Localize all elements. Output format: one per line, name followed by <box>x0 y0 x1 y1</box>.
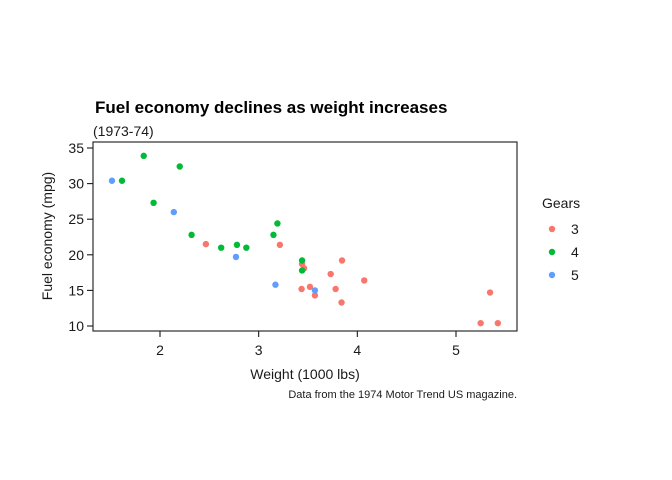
data-point-gear-4 <box>150 199 157 207</box>
data-point-gear-4 <box>140 152 147 160</box>
y-tick-label: 10 <box>68 318 84 334</box>
data-point-gear-5 <box>272 281 279 288</box>
y-tick-label: 35 <box>68 140 84 156</box>
y-tick-label: 30 <box>68 176 84 192</box>
data-point-gear-4 <box>217 244 225 251</box>
data-point-gear-4 <box>176 163 183 170</box>
y-tick-label: 25 <box>68 211 84 227</box>
data-point-gear-5 <box>232 253 240 261</box>
legend-label: 4 <box>571 244 579 260</box>
data-points <box>108 152 502 327</box>
data-point-gear-5 <box>311 287 319 294</box>
data-point-gear-3 <box>494 319 502 327</box>
data-point-gear-3 <box>202 240 210 248</box>
x-tick-label: 2 <box>156 342 164 358</box>
data-point-gear-4 <box>298 257 306 264</box>
data-point-gear-3 <box>276 241 284 249</box>
data-point-gear-4 <box>298 267 306 274</box>
chart-title: Fuel economy declines as weight increase… <box>95 98 447 117</box>
data-point-gear-4 <box>274 220 281 227</box>
data-point-gear-4 <box>243 244 250 251</box>
legend-label: 3 <box>571 221 579 237</box>
x-axis-title: Weight (1000 lbs) <box>250 366 359 382</box>
data-point-gear-5 <box>108 177 116 184</box>
chart-caption: Data from the 1974 Motor Trend US magazi… <box>288 389 517 401</box>
data-point-gear-3 <box>327 270 334 278</box>
plot-panel-border <box>92 141 518 332</box>
data-point-gear-3 <box>298 285 305 293</box>
legend-key-3 <box>548 225 556 233</box>
data-point-gear-3 <box>486 289 494 296</box>
data-point-gear-4 <box>118 177 126 184</box>
data-point-gear-3 <box>306 283 314 291</box>
data-point-gear-4 <box>270 231 277 239</box>
x-tick-label: 4 <box>353 342 361 358</box>
data-point-gear-3 <box>338 299 345 306</box>
x-axis: 2 3 4 5 <box>156 331 460 358</box>
data-point-gear-4 <box>188 231 195 239</box>
y-tick-label: 20 <box>68 247 84 263</box>
legend-key-5 <box>548 271 556 279</box>
x-tick-label: 5 <box>452 342 460 358</box>
data-point-gear-3 <box>361 277 368 284</box>
x-tick-label: 3 <box>255 342 263 358</box>
y-axis: 10 15 20 25 30 35 <box>68 140 93 334</box>
legend: Gears 3 4 5 <box>542 195 580 283</box>
y-axis-title: Fuel economy (mpg) <box>39 172 55 300</box>
data-point-gear-3 <box>332 285 339 293</box>
data-point-gear-5 <box>170 208 178 216</box>
legend-label: 5 <box>571 267 579 283</box>
data-point-gear-4 <box>233 241 241 249</box>
legend-title: Gears <box>542 195 580 211</box>
data-point-gear-3 <box>338 257 346 264</box>
y-tick-label: 15 <box>68 282 84 298</box>
data-point-gear-3 <box>311 292 319 299</box>
chart-subtitle: (1973-74) <box>93 123 154 139</box>
legend-key-4 <box>548 248 556 256</box>
data-point-gear-3 <box>477 319 484 327</box>
